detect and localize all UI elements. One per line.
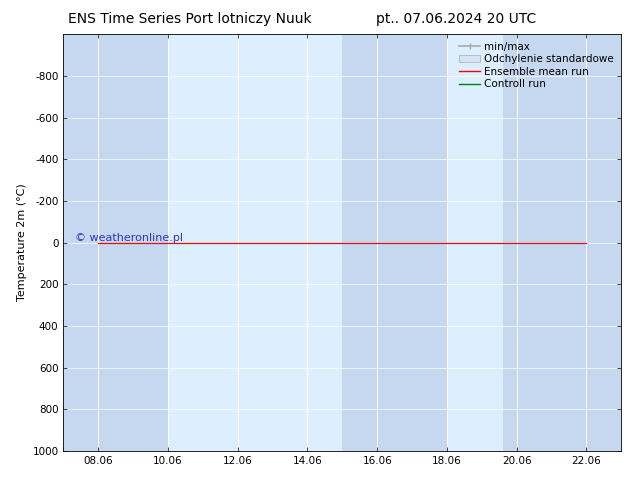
Text: © weatheronline.pl: © weatheronline.pl (75, 233, 183, 243)
Bar (503, 34, 621, 451)
Text: pt.. 07.06.2024 20 UTC: pt.. 07.06.2024 20 UTC (377, 12, 536, 26)
Bar (342, 34, 447, 451)
Legend: min/max, Odchylenie standardowe, Ensemble mean run, Controll run: min/max, Odchylenie standardowe, Ensembl… (457, 40, 616, 92)
Bar (63, 34, 168, 451)
Y-axis label: Temperature 2m (°C): Temperature 2m (°C) (17, 184, 27, 301)
Text: ENS Time Series Port lotniczy Nuuk: ENS Time Series Port lotniczy Nuuk (68, 12, 312, 26)
